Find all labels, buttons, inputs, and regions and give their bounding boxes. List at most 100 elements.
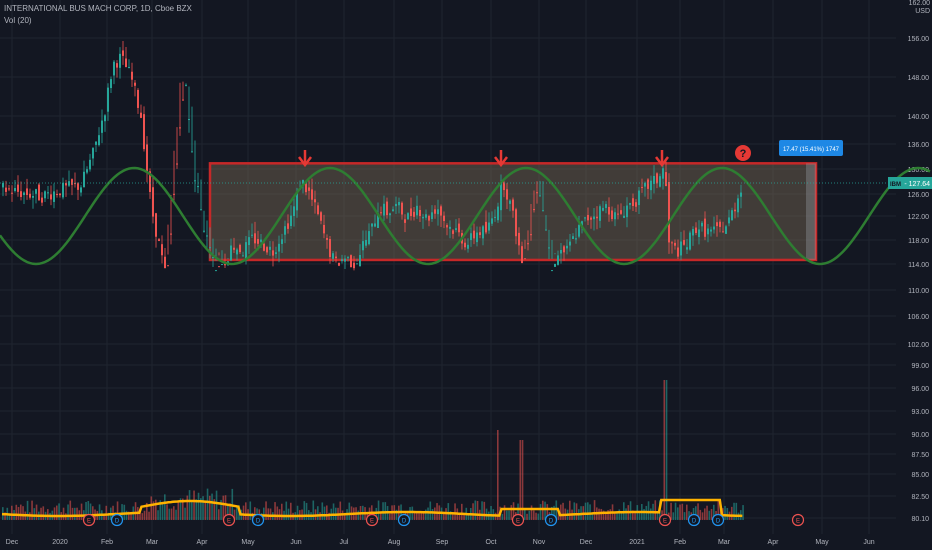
candle-body bbox=[125, 58, 127, 68]
volume-bar bbox=[409, 507, 411, 520]
candle-body bbox=[206, 235, 208, 237]
volume-bar bbox=[47, 509, 49, 520]
volume-bar bbox=[26, 500, 29, 520]
volume-bar bbox=[647, 501, 650, 520]
candle-body bbox=[278, 243, 280, 252]
price-tick-label: 130.00 bbox=[908, 167, 930, 174]
candle-body bbox=[68, 181, 70, 186]
candle-body bbox=[398, 201, 400, 206]
candle-body bbox=[524, 258, 526, 260]
candle-body bbox=[635, 202, 637, 207]
volume-bar bbox=[8, 512, 11, 520]
volume-bar bbox=[195, 499, 198, 520]
candle-body bbox=[380, 212, 382, 214]
volume-bar bbox=[510, 505, 513, 520]
time-tick-label: Nov bbox=[533, 539, 546, 546]
candle-body bbox=[395, 203, 397, 207]
volume-bar bbox=[323, 506, 326, 520]
volume-bar bbox=[296, 505, 299, 520]
price-tick-label: 93.00 bbox=[911, 409, 929, 416]
price-tick-label: 126.00 bbox=[908, 192, 930, 199]
volume-bar bbox=[375, 507, 378, 520]
dividend-marker-label: D bbox=[716, 519, 721, 525]
candle-body bbox=[164, 256, 166, 269]
volume-bar bbox=[89, 503, 92, 520]
volume-bar bbox=[377, 500, 380, 520]
candle-body bbox=[353, 262, 355, 269]
candles bbox=[2, 41, 742, 272]
candle-body bbox=[443, 215, 445, 222]
volume-bar bbox=[742, 505, 744, 520]
candle-body bbox=[608, 206, 610, 215]
candle-body bbox=[65, 183, 67, 186]
candle-body bbox=[572, 236, 574, 239]
axis-currency: 162.00 USD bbox=[909, 0, 930, 16]
candle-body bbox=[590, 217, 592, 220]
volume-bar bbox=[674, 502, 677, 520]
candle-body bbox=[371, 223, 373, 227]
candle-body bbox=[704, 218, 706, 237]
candle-body bbox=[188, 119, 190, 121]
candle-body bbox=[617, 213, 619, 215]
candle-body bbox=[428, 215, 430, 221]
volume-bar bbox=[519, 440, 522, 520]
candle-body bbox=[98, 135, 100, 146]
top-arrow bbox=[655, 150, 669, 168]
candle-body bbox=[515, 209, 517, 237]
volume-bar bbox=[215, 490, 218, 520]
candle-body bbox=[236, 249, 238, 255]
candle-body bbox=[137, 89, 139, 108]
volume-bar bbox=[328, 512, 330, 520]
last-price-box bbox=[888, 177, 932, 189]
volume-bar bbox=[242, 505, 245, 520]
candle-body bbox=[122, 50, 124, 56]
volume-bar bbox=[598, 508, 600, 520]
candle-body bbox=[527, 243, 529, 245]
volume-bar bbox=[490, 505, 492, 520]
price-tick-label: 136.00 bbox=[908, 142, 930, 149]
candle-body bbox=[362, 241, 364, 251]
candle-body bbox=[611, 210, 613, 220]
candle-body bbox=[410, 208, 412, 217]
candle-body bbox=[377, 213, 379, 229]
volume-bar bbox=[166, 504, 168, 520]
candle-body bbox=[38, 184, 40, 201]
volume-bar bbox=[227, 505, 229, 520]
candle-body bbox=[680, 241, 682, 256]
candle-body bbox=[518, 232, 520, 246]
candle-body bbox=[575, 238, 577, 240]
volume-bar bbox=[220, 499, 222, 520]
volume-bar bbox=[71, 507, 74, 520]
volume-bar bbox=[726, 507, 729, 520]
candle-body bbox=[641, 186, 643, 188]
volume-bar bbox=[632, 510, 634, 520]
time-tick-label: Aug bbox=[388, 539, 401, 546]
candle-body bbox=[44, 191, 46, 199]
volume-bar bbox=[222, 495, 225, 520]
candle-body bbox=[185, 84, 187, 86]
candle-body bbox=[413, 211, 415, 217]
candle-body bbox=[476, 232, 478, 243]
volume-bar bbox=[483, 501, 486, 520]
volume-bar bbox=[731, 506, 733, 520]
candle-body bbox=[569, 241, 571, 246]
volume-bar bbox=[701, 512, 704, 520]
candle-body bbox=[335, 256, 337, 259]
volume-bar bbox=[688, 511, 690, 520]
candle-body bbox=[47, 192, 49, 194]
candle-body bbox=[260, 239, 262, 242]
earnings-marker-circle bbox=[82, 513, 96, 527]
candle-body bbox=[425, 214, 427, 218]
volume-bar bbox=[53, 507, 56, 520]
arrow-head bbox=[494, 156, 508, 168]
volume-bar bbox=[121, 504, 123, 520]
volume-bar bbox=[186, 495, 189, 520]
volume-bar bbox=[150, 496, 153, 520]
price-tick-label: 114.00 bbox=[908, 262, 929, 269]
candle-body bbox=[359, 255, 361, 267]
price-tick-label: 118.00 bbox=[908, 238, 929, 245]
candle-body bbox=[158, 239, 160, 241]
candle-body bbox=[401, 202, 403, 215]
volume-bar bbox=[263, 507, 265, 520]
